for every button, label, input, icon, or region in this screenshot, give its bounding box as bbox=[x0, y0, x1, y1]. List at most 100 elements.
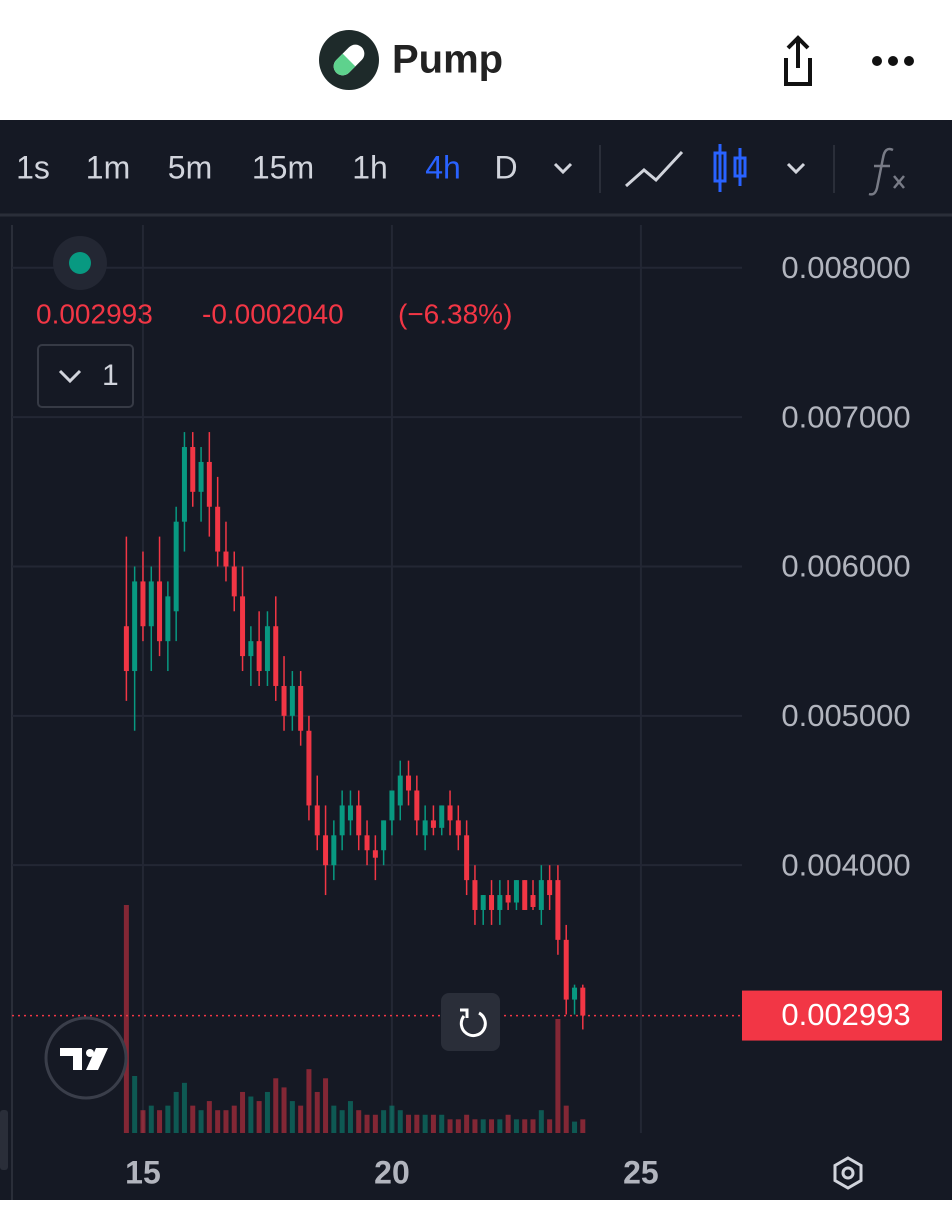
timeframe-button[interactable]: 1m bbox=[86, 149, 130, 185]
candle-body bbox=[240, 596, 246, 657]
indicator-count: 1 bbox=[102, 359, 119, 392]
last-price-badge bbox=[742, 990, 942, 1041]
last-price-label: 0.002993 bbox=[781, 997, 910, 1032]
volume-bar bbox=[223, 1110, 229, 1133]
volume-bar bbox=[215, 1110, 221, 1133]
volume-bar bbox=[389, 1105, 395, 1133]
volume-bar bbox=[231, 1105, 237, 1133]
candle-body bbox=[223, 551, 229, 567]
timeframe-button[interactable]: 1h bbox=[352, 149, 388, 185]
candle-body bbox=[165, 596, 171, 642]
share-button[interactable] bbox=[784, 35, 812, 86]
candle-body bbox=[513, 880, 519, 903]
volume-bar bbox=[447, 1119, 453, 1133]
candle-body bbox=[439, 805, 445, 828]
candle-body bbox=[555, 880, 561, 940]
volume-bar bbox=[547, 1119, 553, 1133]
volume-bar bbox=[289, 1101, 295, 1133]
timeframe-button[interactable]: 5m bbox=[168, 149, 212, 185]
candle-body bbox=[455, 820, 461, 836]
candle-body bbox=[447, 805, 453, 821]
candle-body bbox=[132, 581, 138, 672]
candle-body bbox=[381, 820, 387, 851]
logo-mark bbox=[86, 1049, 94, 1057]
plot: 15 20 25 0.004000 0.005000 0.006000 0.007000 0.… bbox=[12, 225, 942, 1190]
volume-bar bbox=[173, 1091, 179, 1133]
candle-body bbox=[522, 880, 528, 910]
more-button[interactable] bbox=[872, 56, 914, 66]
volume-bar bbox=[190, 1105, 196, 1133]
candle-body bbox=[273, 626, 279, 686]
volume-bar bbox=[181, 1082, 187, 1133]
candle-body bbox=[298, 685, 304, 731]
volume-bar bbox=[372, 1114, 378, 1133]
volume-bar bbox=[356, 1110, 362, 1133]
pill-icon bbox=[333, 44, 365, 76]
candle-body bbox=[123, 626, 129, 672]
volume-bar bbox=[505, 1114, 511, 1133]
timeframe-button[interactable]: D bbox=[494, 149, 517, 185]
candle-body bbox=[480, 895, 486, 910]
volume-bar bbox=[464, 1114, 470, 1133]
x-tick-label: 20 bbox=[374, 1154, 410, 1190]
candle-body bbox=[190, 447, 196, 492]
volume-bar bbox=[364, 1114, 370, 1133]
volume-bar bbox=[256, 1101, 262, 1133]
volume-bar bbox=[406, 1114, 412, 1133]
candle-body bbox=[248, 641, 254, 657]
candle-body bbox=[422, 820, 428, 836]
logo-mark bbox=[60, 1048, 108, 1070]
x-tick-label: 15 bbox=[125, 1154, 161, 1190]
volume-bar bbox=[439, 1114, 445, 1133]
tradingview-logo[interactable] bbox=[44, 1016, 128, 1100]
volume-bar bbox=[314, 1091, 320, 1133]
candle-body bbox=[547, 880, 553, 896]
candle-body bbox=[530, 895, 536, 907]
toolbar: 1s 1m 5m 15m 1h 4h D bbox=[16, 149, 517, 185]
legend-change-pct: (−6.38%) bbox=[398, 298, 512, 329]
app-title: Pump bbox=[392, 38, 503, 82]
settings-button[interactable] bbox=[833, 1156, 863, 1190]
volume-bar bbox=[513, 1119, 519, 1133]
indicators-button[interactable] bbox=[868, 147, 905, 196]
chevron[interactable] bbox=[786, 162, 806, 175]
line-chart-button[interactable] bbox=[625, 150, 684, 188]
x-tick-label: 25 bbox=[623, 1154, 659, 1190]
candle-body bbox=[372, 850, 378, 858]
chevron bbox=[58, 369, 82, 384]
reset-button[interactable] bbox=[441, 993, 500, 1051]
volume-bar bbox=[339, 1110, 345, 1133]
volume-bar bbox=[347, 1101, 353, 1133]
volume-bar bbox=[480, 1119, 486, 1133]
candle-body bbox=[339, 805, 345, 836]
reset-icon bbox=[460, 1008, 469, 1018]
candle-body bbox=[572, 987, 578, 1000]
volume-bar bbox=[306, 1069, 312, 1133]
volume-bar bbox=[273, 1078, 279, 1133]
y-tick-label: 0.005000 bbox=[781, 698, 910, 733]
side-tab[interactable] bbox=[0, 1110, 8, 1170]
candle-body bbox=[281, 685, 287, 716]
candle-body bbox=[198, 461, 204, 492]
settings-icon bbox=[841, 1166, 855, 1180]
timeframe-button[interactable]: 4h bbox=[425, 149, 461, 185]
candle-body bbox=[497, 895, 503, 910]
volume-bar bbox=[148, 1105, 154, 1133]
timeframe-button[interactable]: 1s bbox=[16, 149, 50, 185]
candle-body bbox=[389, 790, 395, 821]
candle-body bbox=[215, 506, 221, 552]
volume-bar bbox=[264, 1091, 270, 1133]
indicator-collapse[interactable] bbox=[37, 344, 134, 408]
volume-bar bbox=[497, 1119, 503, 1133]
candle-body bbox=[148, 581, 154, 627]
volume-bar bbox=[240, 1091, 246, 1133]
candle-body bbox=[264, 626, 270, 672]
volume-bar bbox=[206, 1101, 212, 1133]
volume-bar bbox=[198, 1110, 204, 1133]
volume-bar bbox=[331, 1105, 337, 1133]
chevron[interactable] bbox=[553, 162, 573, 175]
candle-chart-button[interactable] bbox=[713, 144, 747, 192]
timeframe-button[interactable]: 15m bbox=[252, 149, 314, 185]
candle-body bbox=[464, 835, 470, 881]
volume-bar bbox=[132, 1076, 138, 1133]
